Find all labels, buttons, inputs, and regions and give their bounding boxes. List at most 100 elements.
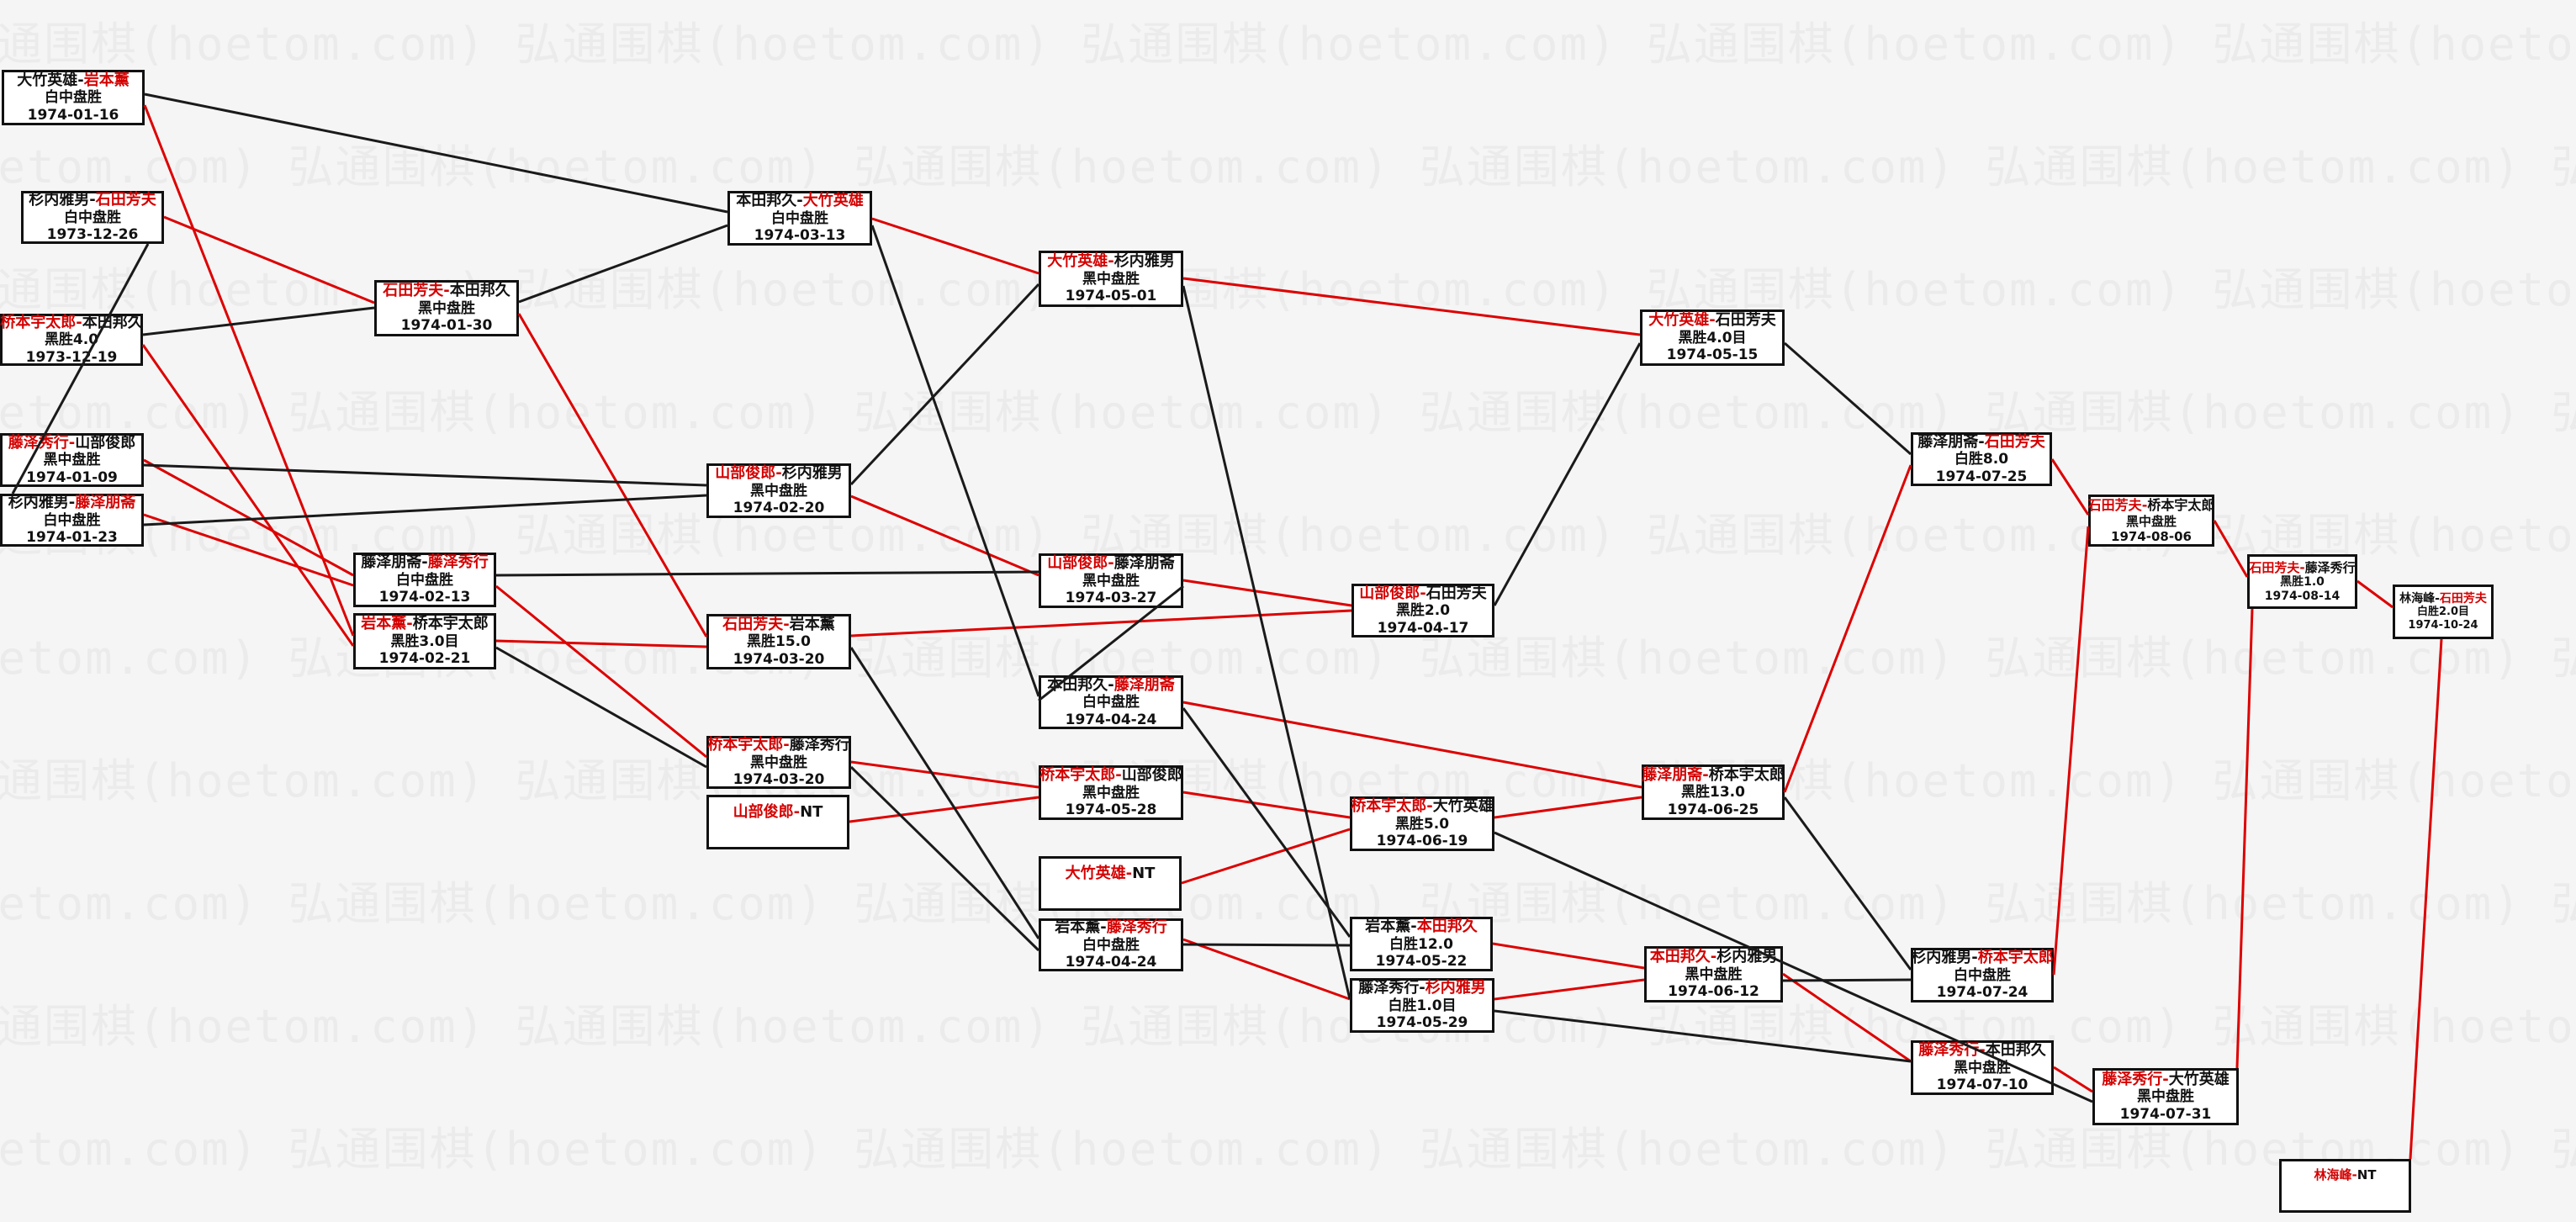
match-result: 白中盘胜 [43,511,101,529]
player-name: 桥本宇太郎 [2147,497,2215,514]
match-date: 1973-12-19 [25,348,118,366]
match-date: 1974-01-09 [26,468,118,486]
match-box-b8[interactable]: 岩本薰-桥本宇太郎 黑胜3.0目 1974-02-21 [353,613,496,669]
match-box-b15[interactable]: 山部俊郎-藤泽朋斋 黑中盘胜 1974-03-27 [1039,553,1183,608]
player-name: 石田芳夫 [2087,497,2142,514]
match-result: 黑中盘胜 [1954,1059,2011,1077]
match-players: 大竹英雄-NT [1066,865,1156,883]
player-name: NT [2356,1167,2377,1182]
match-date: 1974-05-01 [1065,288,1157,305]
match-box-b24[interactable]: 藤泽秀行-杉内雅男 白胜1.0目 1974-05-29 [1350,978,1494,1033]
match-box-b1[interactable]: 大竹英雄-岩本薰 白中盘胜 1974-01-16 [2,70,145,125]
players-dash: - [1115,766,1122,785]
players-dash: - [1426,797,1433,816]
match-date: 1974-07-10 [1936,1077,2029,1094]
match-box-b32[interactable]: 藤泽秀行-大竹英雄 黑中盘胜 1974-07-31 [2092,1068,2239,1125]
match-box-b12[interactable]: 桥本宇太郎-藤泽秀行 黑中盘胜 1974-03-20 [706,736,851,789]
match-box-b21[interactable]: 山部俊郎-石田芳夫 黑胜2.0 1974-04-17 [1351,584,1494,637]
match-box-b9[interactable]: 本田邦久-大竹英雄 白中盘胜 1974-03-13 [727,191,872,246]
player-name: 本田邦久 [1416,918,1478,936]
player-name: 桥本宇太郎 [1977,949,2054,967]
match-result: 黑中盘胜 [1685,965,1743,983]
watermark-text: 弘通围棋(hoetom.com) 弘通围棋(hoetom.com) 弘通围棋(h… [0,1000,2576,1053]
players-dash: - [793,803,801,821]
match-result: 黑中盘胜 [418,299,475,317]
match-box-b30[interactable]: 藤泽秀行-本田邦久 黑中盘胜 1974-07-10 [1911,1040,2054,1095]
match-box-b10[interactable]: 山部俊郎-杉内雅男 黑中盘胜 1974-02-20 [706,463,851,518]
player-name: 本田邦久 [1985,1041,2046,1060]
match-box-b3[interactable]: 桥本宇太郎-本田邦久 黑胜4.0 1973-12-19 [0,314,143,366]
match-result: 白中盘胜 [45,89,102,107]
match-box-b26[interactable]: 藤泽朋斋-桥本宇太郎 黑胜13.0 1974-06-25 [1642,764,1785,820]
player-name: 石田芳夫 [1426,584,1487,602]
match-result: 黑胜2.0 [1395,602,1451,620]
match-box-b17[interactable]: 桥本宇太郎-山部俊郎 黑中盘胜 1974-05-28 [1039,765,1183,820]
match-box-b23[interactable]: 岩本薰-本田邦久 白胜12.0 1974-05-22 [1350,917,1493,971]
match-box-b6[interactable]: 石田芳夫-本田邦久 黑中盘胜 1974-01-30 [374,280,519,336]
player-name: 石田芳夫 [1984,432,2045,451]
match-result: 黑胜5.0 [1394,815,1450,833]
player-name: 石田芳夫 [383,282,444,300]
watermark-text: 弘通围棋(hoetom.com) 弘通围棋(hoetom.com) 弘通围棋(h… [0,386,2576,439]
match-players: 石田芳夫-桥本宇太郎 [2088,497,2215,513]
player-name: 大竹英雄 [2168,1070,2230,1088]
match-box-b19[interactable]: 岩本薰-藤泽秀行 白中盘胜 1974-04-24 [1039,918,1183,971]
players-dash: - [2435,591,2440,606]
player-name: 藤泽朋斋 [1642,765,1703,784]
watermark-text: 弘通围棋(hoetom.com) 弘通围棋(hoetom.com) 弘通围棋(h… [0,754,2576,807]
match-result: 黑胜3.0目 [390,632,459,650]
match-box-b29[interactable]: 杉内雅男-桥本宇太郎 白中盘胜 1974-07-24 [1911,948,2054,1002]
player-name: 杉内雅男 [1425,979,1486,997]
watermark-text: 弘通围棋(hoetom.com) 弘通围棋(hoetom.com) 弘通围棋(h… [0,140,2576,193]
players-dash: - [1979,1041,1986,1060]
match-box-b27[interactable]: 本田邦久-杉内雅男 黑中盘胜 1974-06-12 [1644,946,1783,1002]
watermark-text: 弘通围棋(hoetom.com) 弘通围棋(hoetom.com) 弘通围棋(h… [0,877,2576,930]
match-result: 白胜1.0目 [1388,997,1457,1014]
watermark-text: 弘通围棋(hoetom.com) 弘通围棋(hoetom.com) 弘通围棋(h… [0,1123,2576,1176]
player-name: 石田芳夫 [95,191,156,209]
players-dash: - [796,192,803,210]
match-players: 大竹英雄-杉内雅男 [1047,252,1174,271]
match-players: 岩本薰-本田邦久 [1365,918,1477,936]
match-box-b4[interactable]: 藤泽秀行-山部俊郎 黑中盘胜 1974-01-09 [0,433,144,487]
player-name: 藤泽秀行 [1106,918,1167,937]
players-dash: - [2162,1070,2169,1088]
player-name: 杉内雅男 [1911,949,1972,967]
match-box-b22[interactable]: 桥本宇太郎-大竹英雄 黑胜5.0 1974-06-19 [1350,796,1494,851]
match-box-b34[interactable]: 林海峰-NT [2279,1159,2411,1213]
players-dash: - [1971,949,1978,967]
match-box-b13[interactable]: 山部俊郎-NT [706,795,849,849]
match-box-b16[interactable]: 本田邦久-藤泽朋斋 白中盘胜 1974-04-24 [1039,675,1183,729]
match-players: 桥本宇太郎-本田邦久 [0,314,142,332]
match-box-b25[interactable]: 藤泽朋斋-石田芳夫 白胜8.0 1974-07-25 [1911,432,2052,486]
match-date: 1974-06-12 [1668,983,1759,1001]
match-box-b14[interactable]: 大竹英雄-杉内雅男 黑中盘胜 1974-05-01 [1039,251,1183,307]
player-name: 本田邦久 [736,192,797,210]
match-result: 黑胜4.0 [44,331,99,349]
player-name: 杉内雅男 [1716,948,1778,966]
player-name: 本田邦久 [1649,948,1711,966]
match-date: 1974-02-20 [733,500,825,517]
player-name: 藤泽朋斋 [361,553,422,572]
players-dash: - [1108,675,1114,694]
match-date: 1974-08-06 [2111,528,2192,544]
player-name: 藤泽朋斋 [1113,675,1175,694]
match-box-b33[interactable]: 林海峰-石田芳夫 白胜2.0目 1974-10-24 [2393,585,2494,639]
match-box-b2[interactable]: 杉内雅男-石田芳夫 白中盘胜 1973-12-26 [21,191,164,244]
match-box-b11[interactable]: 石田芳夫-岩本薰 黑胜15.0 1974-03-20 [706,614,851,669]
match-box-b31[interactable]: 石田芳夫-藤泽秀行 黑胜1.0 1974-08-14 [2247,554,2357,609]
match-box-b28[interactable]: 石田芳夫-桥本宇太郎 黑中盘胜 1974-08-06 [2088,495,2214,547]
player-name: 藤泽秀行 [427,553,489,572]
match-players: 本田邦久-藤泽朋斋 [1047,676,1174,695]
match-result: 黑中盘胜 [1082,572,1140,590]
match-box-b7[interactable]: 藤泽朋斋-藤泽秀行 白中盘胜 1974-02-13 [353,553,496,607]
match-box-b18[interactable]: 大竹英雄-NT [1039,856,1182,911]
player-name: 藤泽朋斋 [1113,554,1175,573]
player-name: 山部俊郎 [715,464,776,483]
match-box-b20[interactable]: 大竹英雄-石田芳夫 黑胜4.0目 1974-05-15 [1640,309,1785,366]
player-name: 藤泽朋斋 [75,494,136,512]
match-players: 杉内雅男-石田芳夫 [29,191,156,209]
match-date: 1974-04-24 [1065,954,1157,971]
match-box-b5[interactable]: 杉内雅男-藤泽朋斋 白中盘胜 1974-01-23 [0,494,144,547]
match-date: 1973-12-26 [46,226,139,244]
